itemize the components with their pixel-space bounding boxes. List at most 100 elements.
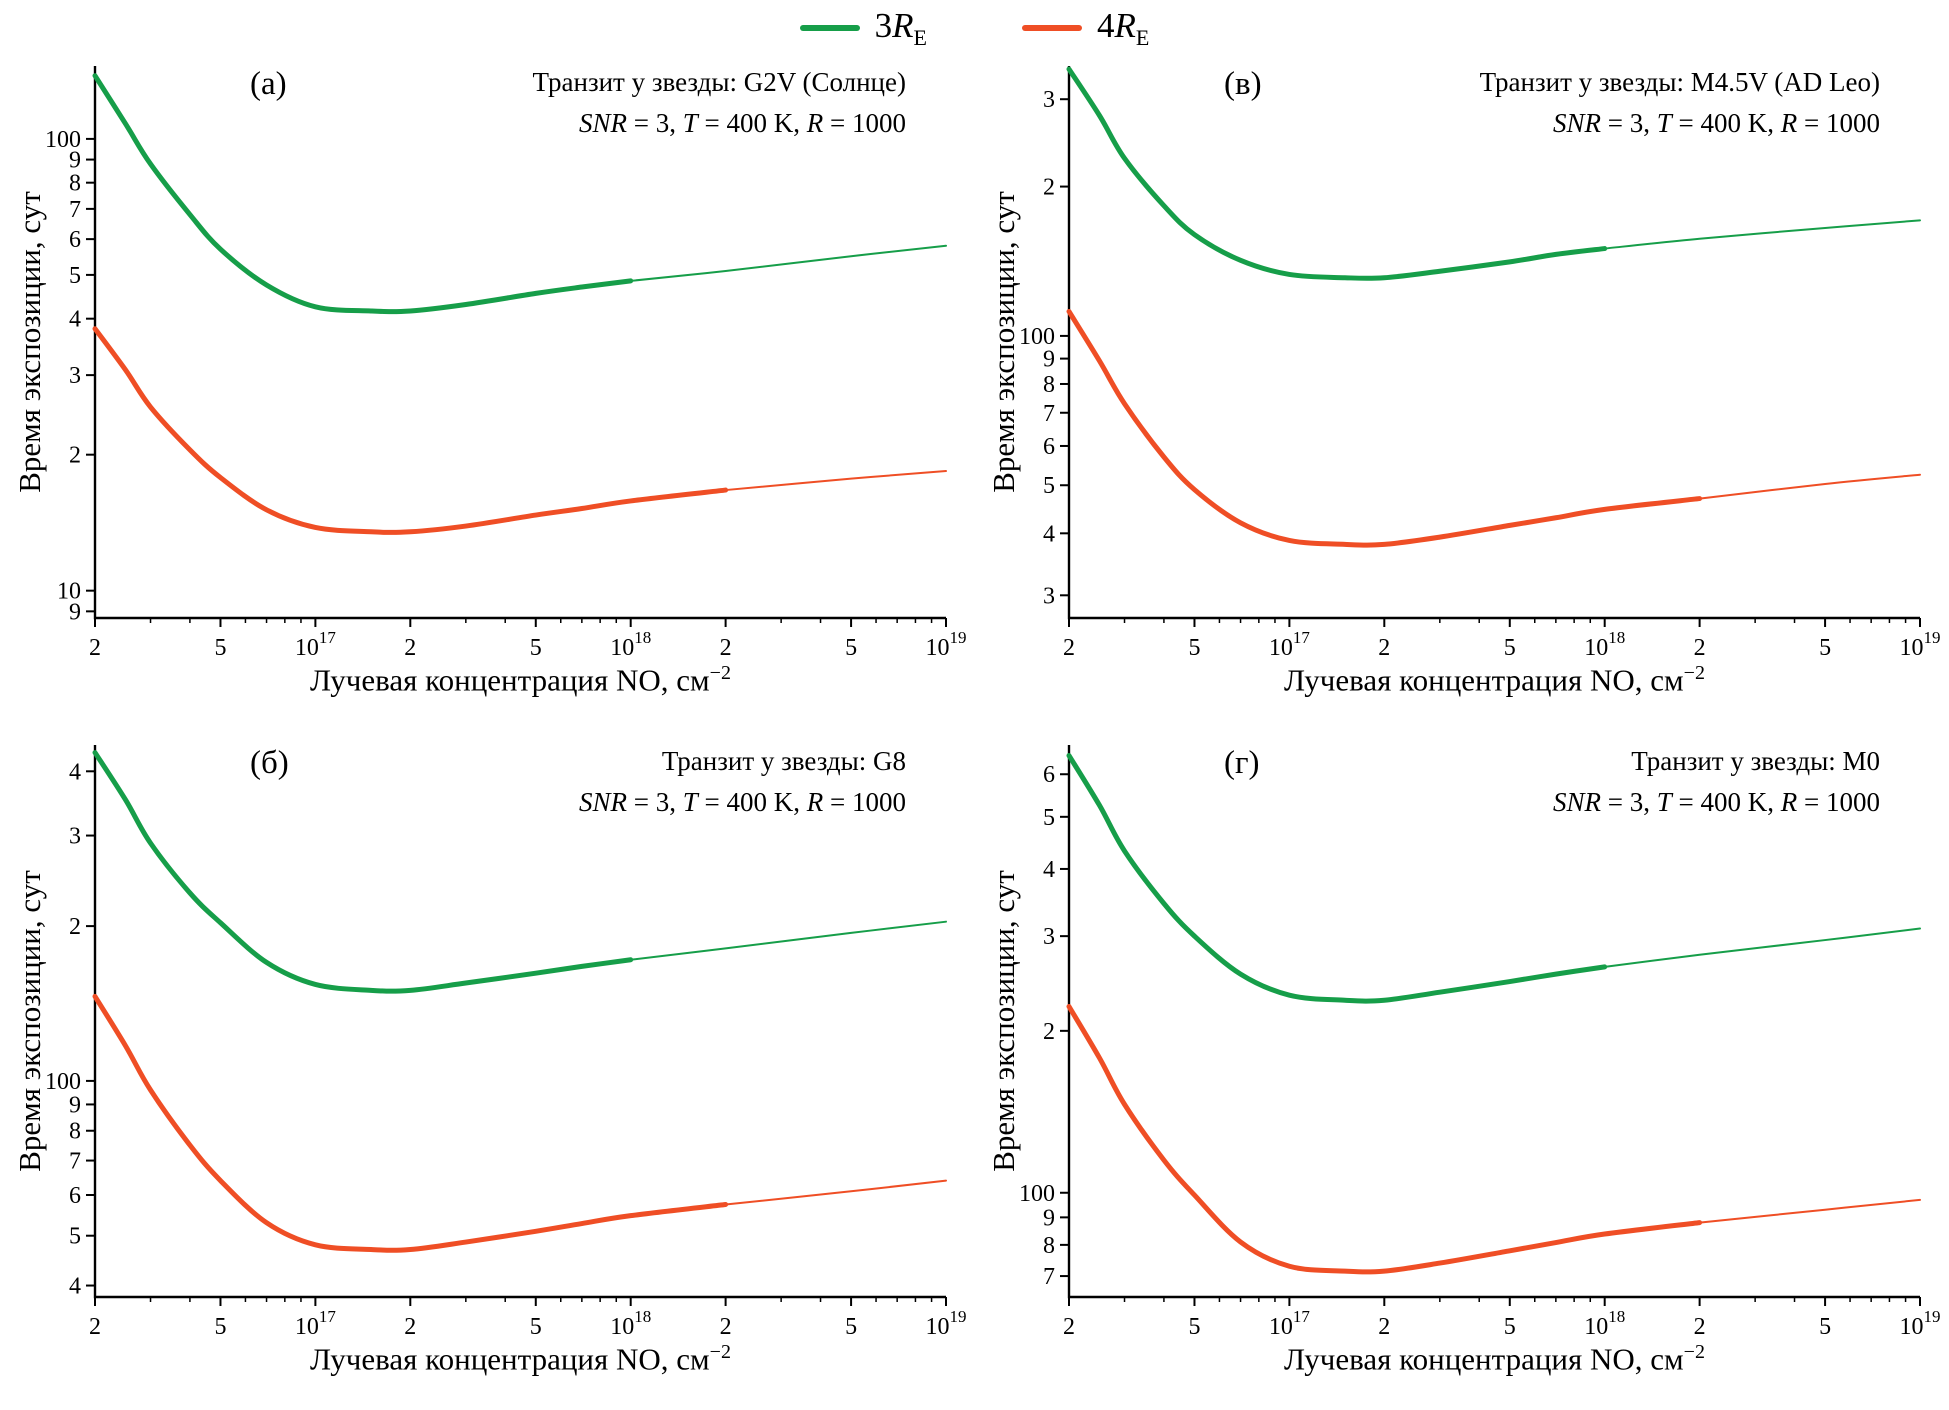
y-tick-label: 9 <box>69 599 81 625</box>
legend-item-4re: 4RE <box>1022 6 1149 51</box>
y-tick-label: 9 <box>1043 1205 1055 1231</box>
y-tick-label: 7 <box>1043 401 1055 427</box>
y-tick-label: 6 <box>69 1183 81 1209</box>
curve-thin-4RE <box>1698 1198 1921 1224</box>
panel-label-a: (а) <box>250 66 287 102</box>
x-tick-label: 2 <box>1694 1314 1706 1340</box>
x-tick-label: 2 <box>89 635 101 661</box>
x-tick-label: 1018 <box>1584 628 1625 661</box>
x-tick-label: 1018 <box>610 1307 651 1340</box>
y-axis-title-a: Время экспозиции, сут <box>12 191 47 493</box>
x-axis-title-superscript: −2 <box>1683 662 1705 684</box>
x-tick-label: 5 <box>1504 1314 1516 1340</box>
curve-thick-3RE <box>92 73 634 315</box>
y-tick-label: 8 <box>1043 1233 1055 1259</box>
legend-symbol: R <box>1114 5 1136 45</box>
x-axis-title-superscript: −2 <box>709 1341 731 1363</box>
x-tick-label: 2 <box>404 1314 416 1340</box>
axes-spines <box>93 745 946 1299</box>
x-axis-title-superscript: −2 <box>709 662 731 684</box>
chart-title-b: Транзит у звезды: G8 <box>661 746 906 776</box>
chart-subtitle-a: SNR = 3, T = 400 K, R = 1000 <box>579 107 906 138</box>
chart-title-block-b: Транзит у звезды: G8 SNR = 3, T = 400 K,… <box>579 741 906 822</box>
legend: 3RE 4RE <box>0 4 1949 52</box>
y-axis-title-b: Время экспозиции, сут <box>12 870 47 1172</box>
x-tick-label: 2 <box>404 635 416 661</box>
legend-coef: 4 <box>1097 5 1115 45</box>
chart-title-g: Транзит у звезды: M0 <box>1631 746 1880 776</box>
x-axis-title-text: Лучевая концентрация NO, см <box>310 1341 710 1377</box>
x-axis-title-superscript: −2 <box>1683 1341 1705 1363</box>
y-tick-label: 4 <box>69 307 81 333</box>
chart-grid: 2 5 1017 2 5 1018 2 5 1019 9 10 2 3 4 5 6 7 8 9 100 (а) Тра… <box>0 52 1949 1410</box>
y-tick-label: 2 <box>69 914 81 940</box>
x-tick-label: 5 <box>1504 635 1516 661</box>
legend-subscript: E <box>1135 24 1150 50</box>
curve-thin-3RE <box>1603 927 1921 968</box>
y-tick-label: 3 <box>69 363 81 389</box>
y-tick-label: 5 <box>1043 805 1055 831</box>
legend-line-sample-green <box>799 25 860 31</box>
y-tick-label: 8 <box>69 171 81 197</box>
x-tick-label: 5 <box>1819 635 1831 661</box>
y-tick-label: 100 <box>45 1069 81 1095</box>
y-tick-label: 5 <box>69 263 81 289</box>
x-tick-label: 1017 <box>295 628 337 661</box>
curve-thin-4RE <box>1698 473 1921 500</box>
panel-g: 2 5 1017 2 5 1018 2 5 1019 7 8 9 100 2 3 4 5 6 (г) Транзи… <box>974 731 1948 1410</box>
x-axis-title-g: Лучевая концентрация NO, см−2 <box>1069 1341 1920 1377</box>
axes-spines <box>1067 745 1920 1299</box>
curve-thin-4RE <box>724 1179 947 1206</box>
panel-b: 2 5 1017 2 5 1018 2 5 1019 4 5 6 7 8 9 100 2 3 4 (б) Транз… <box>0 731 974 1410</box>
x-tick-label: 5 <box>214 1314 226 1340</box>
y-tick-label: 9 <box>69 148 81 174</box>
y-tick-label: 3 <box>69 824 81 850</box>
y-tick-label: 100 <box>1019 324 1055 350</box>
y-tick-label: 4 <box>69 1274 81 1300</box>
x-axis-title-a: Лучевая концентрация NO, см−2 <box>95 662 946 698</box>
chart-title-block-v: Транзит у звезды: M4.5V (AD Leo) SNR = 3… <box>1480 62 1880 143</box>
y-axis-title-v: Время экспозиции, сут <box>986 191 1021 493</box>
panel-label-g: (г) <box>1224 745 1260 781</box>
x-tick-label: 1017 <box>1269 1307 1311 1340</box>
curve-thick-4RE <box>92 326 729 535</box>
x-tick-label: 2 <box>1378 1314 1390 1340</box>
y-tick-label: 2 <box>1043 175 1055 201</box>
x-tick-label: 5 <box>845 635 857 661</box>
y-tick-label: 6 <box>1043 434 1055 460</box>
curve-thick-4RE <box>1066 308 1703 548</box>
curve-thin-4RE <box>724 470 947 492</box>
curve-thick-3RE <box>1066 66 1608 281</box>
curve-thin-3RE <box>1603 219 1921 250</box>
x-tick-label: 5 <box>530 635 542 661</box>
y-tick-label: 8 <box>69 1119 81 1145</box>
y-tick-label: 9 <box>69 1092 81 1118</box>
chart-title-a: Транзит у звезды: G2V (Солнце) <box>532 67 906 97</box>
x-tick-label: 1017 <box>295 1307 337 1340</box>
curve-thick-4RE <box>1066 1003 1703 1275</box>
curve-thin-3RE <box>629 920 947 961</box>
x-tick-label: 2 <box>1063 1314 1075 1340</box>
x-tick-label: 5 <box>530 1314 542 1340</box>
curve-thick-3RE <box>92 750 634 994</box>
y-tick-label: 9 <box>1043 347 1055 373</box>
x-tick-label: 2 <box>1378 635 1390 661</box>
chart-subtitle-g: SNR = 3, T = 400 K, R = 1000 <box>1553 786 1880 817</box>
y-tick-label: 3 <box>1043 924 1055 950</box>
x-tick-label: 2 <box>89 1314 101 1340</box>
legend-label-4re: 4RE <box>1097 6 1149 51</box>
panel-label-v: (в) <box>1224 66 1262 102</box>
y-tick-label: 6 <box>1043 762 1055 788</box>
x-tick-label: 1019 <box>926 1307 967 1340</box>
y-tick-label: 4 <box>69 759 81 785</box>
x-tick-label: 2 <box>720 635 732 661</box>
x-tick-label: 1017 <box>1269 628 1311 661</box>
y-axis-title-g: Время экспозиции, сут <box>986 870 1021 1172</box>
y-tick-label: 8 <box>1043 372 1055 398</box>
x-tick-label: 5 <box>1819 1314 1831 1340</box>
chart-title-block-a: Транзит у звезды: G2V (Солнце) SNR = 3, … <box>533 62 906 143</box>
